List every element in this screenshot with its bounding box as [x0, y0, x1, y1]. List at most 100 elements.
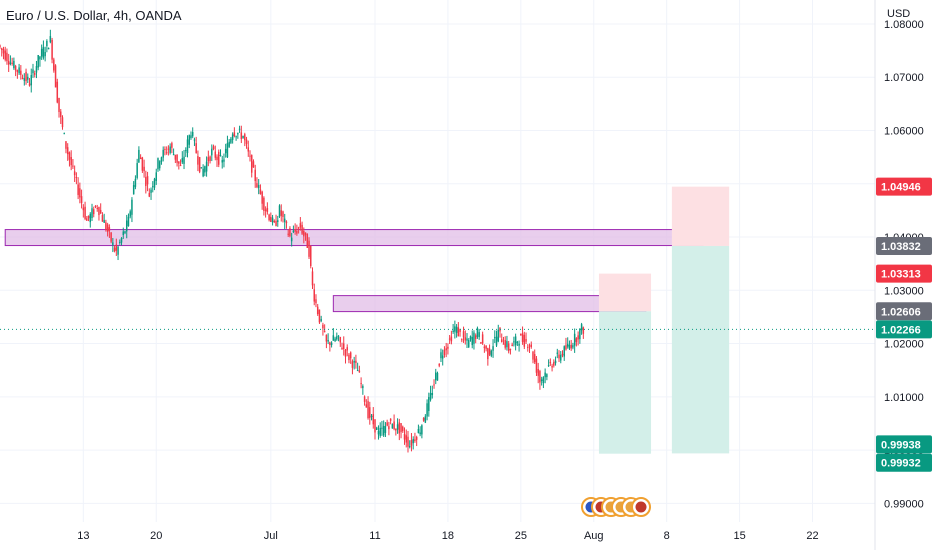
candle-body — [127, 216, 130, 227]
candle-body — [157, 158, 159, 170]
candle-body — [96, 207, 98, 209]
candle-body — [125, 220, 128, 232]
candle-body — [306, 234, 309, 248]
candle-body — [520, 334, 522, 336]
candle-body — [264, 209, 267, 211]
candle-body — [207, 157, 210, 162]
candle-body — [388, 426, 390, 430]
candle-body — [325, 334, 328, 342]
candle-body — [60, 111, 62, 118]
candle-body — [457, 327, 460, 337]
candle-body — [72, 165, 74, 167]
candle-body — [544, 372, 546, 378]
us-flag-icon-inner — [635, 501, 647, 513]
candle-body — [188, 135, 190, 145]
candle-body — [53, 59, 55, 71]
candle-body — [98, 207, 100, 216]
candle-body — [202, 168, 204, 177]
candle-body — [514, 336, 517, 346]
candle-body — [570, 344, 572, 349]
candle-body — [327, 340, 329, 342]
candle-body — [386, 422, 388, 426]
candle-body — [124, 231, 126, 234]
candle-body — [313, 289, 315, 302]
candle-body — [506, 341, 508, 348]
candle-body — [431, 392, 434, 396]
candle-body — [139, 157, 142, 160]
x-tick-label: 22 — [806, 530, 818, 542]
candle-body — [49, 36, 52, 43]
candle-body — [138, 149, 140, 163]
candle-body — [0, 45, 1, 47]
candle-body — [450, 336, 453, 342]
price-label: 0.99932 — [881, 458, 921, 470]
candle-body — [228, 141, 230, 147]
x-tick-label: 20 — [150, 530, 162, 542]
candle-body — [30, 74, 32, 86]
candle-body — [178, 161, 180, 164]
candle-body — [485, 345, 487, 349]
time-axis[interactable]: 13 20 Jul 11 18 25 Aug 8 15 22 — [77, 530, 818, 542]
candle-body — [315, 299, 317, 304]
candle-body — [546, 374, 548, 378]
candle-body — [197, 156, 199, 165]
candle-body — [91, 208, 93, 219]
candle-body — [462, 331, 465, 338]
candle-body — [245, 139, 248, 144]
candle-body — [252, 161, 255, 168]
candle-body — [150, 189, 152, 193]
candle-body — [165, 152, 168, 154]
candle-body — [395, 428, 397, 431]
candle-body — [155, 172, 157, 181]
candle-body — [447, 346, 449, 349]
chart-title: Euro / U.S. Dollar, 4h, OANDA — [6, 8, 182, 23]
candle-body — [454, 326, 456, 332]
candle-body — [84, 206, 86, 219]
position-1-target[interactable] — [598, 311, 652, 454]
candle-body — [537, 369, 539, 376]
candle-body — [4, 50, 6, 60]
candle-body — [471, 336, 473, 346]
event-icons[interactable] — [581, 497, 651, 517]
candle-body — [113, 247, 116, 252]
candle-body — [287, 233, 289, 235]
candle-body — [259, 189, 262, 195]
candle-body — [372, 414, 375, 425]
candle-body — [336, 336, 338, 340]
currency-label: USD — [887, 8, 911, 20]
candle-body — [158, 161, 161, 169]
price-label-box — [876, 302, 932, 321]
candle-body — [122, 231, 125, 235]
candle-body — [443, 349, 446, 355]
candle-body — [414, 439, 416, 442]
candle-body — [93, 209, 95, 215]
candle-body — [278, 205, 281, 217]
candle-body — [393, 421, 395, 430]
candle-body — [209, 156, 211, 162]
y-tick-label: 1.07000 — [884, 72, 924, 84]
position-2-target[interactable] — [671, 245, 730, 454]
candle-body — [402, 426, 404, 432]
candle-body — [495, 336, 498, 346]
candle-body — [32, 69, 34, 74]
candle-body — [303, 230, 305, 237]
candle-body — [297, 227, 300, 229]
candle-body — [146, 176, 149, 185]
candle-body — [441, 355, 444, 359]
candle-body — [80, 196, 83, 204]
candle-body — [304, 232, 307, 235]
candle-body — [398, 422, 401, 434]
candle-body — [46, 40, 48, 47]
candle-body — [292, 230, 295, 233]
positions-layer — [598, 186, 730, 454]
candle-body — [280, 210, 282, 216]
position-1-stop[interactable] — [598, 273, 652, 312]
position-2-stop[interactable] — [671, 186, 730, 246]
y-tick-label: 1.02000 — [884, 339, 924, 351]
candle-body — [58, 97, 60, 112]
candle-body — [37, 55, 39, 68]
upper-zone[interactable] — [4, 229, 704, 247]
candle-body — [27, 76, 29, 80]
candle-body — [172, 154, 175, 156]
